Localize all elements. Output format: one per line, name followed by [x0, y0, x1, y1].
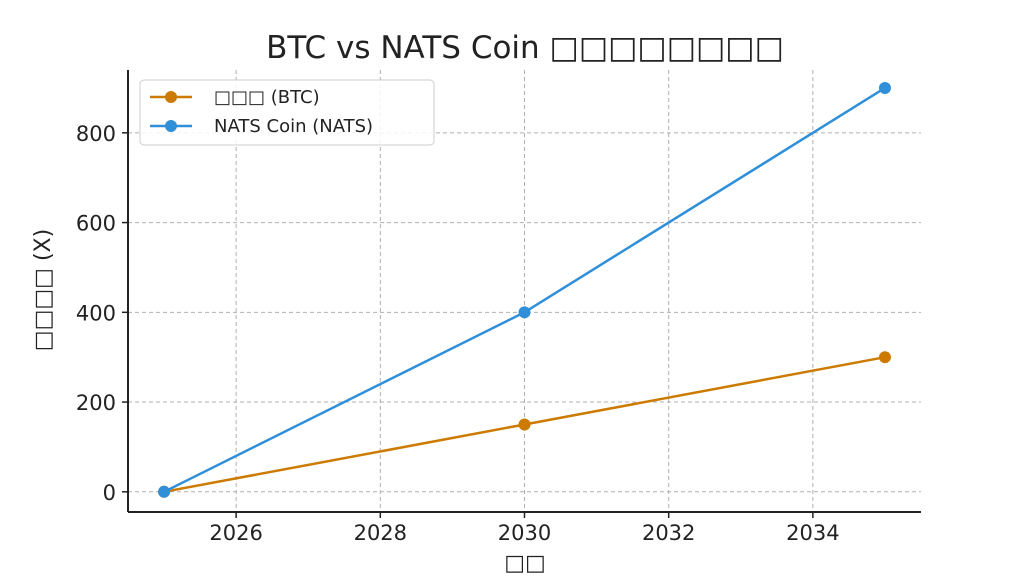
x-tick-label: 2032 [642, 521, 695, 545]
y-axis-label: □□□□ (X) [31, 229, 56, 351]
x-axis-label: □□ [504, 551, 546, 576]
y-tick-label: 200 [76, 391, 116, 415]
legend-marker [165, 91, 177, 103]
data-point [158, 485, 171, 498]
y-tick-label: 0 [103, 481, 116, 505]
chart-title: BTC vs NATS Coin □□□□□□□□ [266, 30, 784, 66]
x-tick-label: 2026 [209, 521, 262, 545]
series [158, 81, 891, 498]
legend-box [139, 79, 435, 146]
y-tick-label: 400 [76, 301, 116, 325]
data-point [878, 351, 891, 364]
data-point [518, 418, 531, 431]
legend-marker [165, 120, 177, 132]
legend: □□□ (BTC) NATS Coin (NATS) [139, 79, 435, 146]
y-tick-label: 800 [76, 122, 116, 146]
legend-label: □□□ (BTC) [214, 87, 320, 108]
axes: 2026 2028 2030 2032 2034 0 200 400 600 800 [76, 70, 921, 545]
x-tick-label: 2030 [498, 521, 551, 545]
data-point [518, 306, 531, 319]
x-tick-label: 2034 [786, 521, 839, 545]
data-point [878, 81, 891, 94]
x-tick-label: 2028 [354, 521, 407, 545]
legend-label: NATS Coin (NATS) [214, 116, 373, 137]
series-1 [158, 81, 891, 498]
y-tick-label: 600 [76, 212, 116, 236]
grid [128, 70, 921, 512]
